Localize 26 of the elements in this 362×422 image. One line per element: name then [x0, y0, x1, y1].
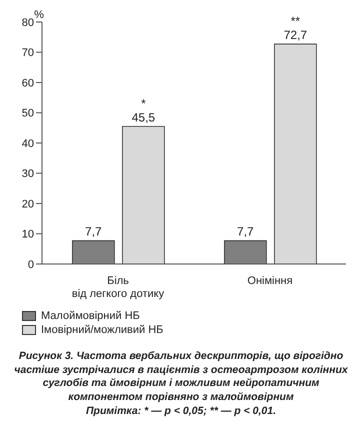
bar: [72, 240, 115, 264]
bar: [122, 126, 165, 264]
annotation: *: [141, 96, 146, 110]
y-tick-label: 0: [28, 258, 34, 271]
y-axis-title: %: [34, 9, 44, 21]
annotation: **: [290, 14, 300, 28]
y-tick-label: 20: [22, 198, 34, 210]
y-tick-label: 80: [22, 16, 34, 29]
text: 7,7: [85, 224, 102, 239]
text: 45,5: [132, 110, 156, 124]
x-tick-label: Біль від легкого дотику: [72, 275, 165, 300]
y-tick-label: 30: [22, 168, 34, 180]
text: 72,7: [284, 28, 308, 42]
text: Примітка: * — p < 0,05; ** — p < 0,01.: [85, 404, 277, 418]
y-tick-label: 10: [22, 228, 34, 241]
legend-label: Імовірний/можливий НБ: [41, 324, 164, 336]
y-tick-label: 70: [22, 47, 34, 60]
y-tick-label: 60: [22, 77, 34, 90]
text: Рисунок 3. Частота вербальних дескрипторів, що вірогідно частіше зустрічалися в пацієнтів з остеоартрозом колінних суглобів та ймовірним і можливим нейропатичним компонентом порівняно з малоймовірним: [13, 350, 349, 405]
y-tick-label: 40: [22, 138, 34, 150]
bar: [224, 240, 267, 264]
text: 7,7: [237, 224, 254, 239]
legend-label: Малоймовірний НБ: [41, 310, 140, 322]
bar: [274, 44, 317, 264]
x-tick-label: Оніміння: [247, 275, 293, 287]
y-tick-label: 50: [22, 108, 34, 120]
